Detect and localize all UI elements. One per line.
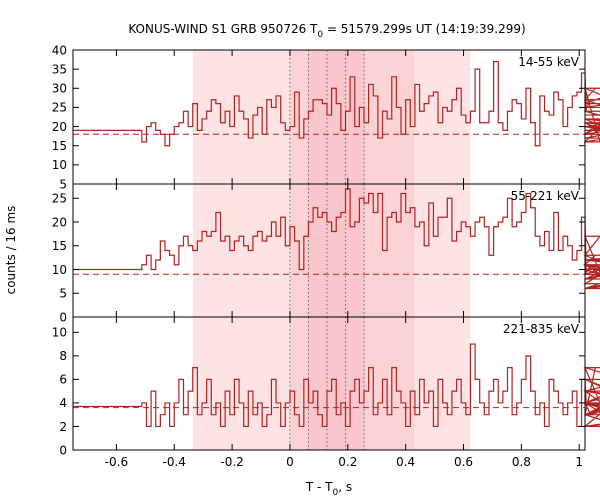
light-curve-series (73, 188, 600, 290)
panel-3: 0 2 4 6 8 10 221-835 keV (52, 316, 600, 457)
energy-band-label: 14-55 keV (518, 55, 580, 69)
energy-band-label: 221-835 keV (503, 322, 580, 336)
y-tick-label: 10 (52, 263, 67, 277)
shaded-region-3 (307, 50, 366, 184)
y-tick-label: 8 (59, 349, 67, 363)
x-tick-label: 0.2 (338, 455, 357, 469)
y-tick-label: 20 (52, 215, 67, 229)
y-tick-label: 25 (52, 192, 67, 206)
y-tick-label: 25 (52, 101, 67, 115)
y-tick-label: 0 (59, 310, 67, 324)
x-ticks-layer: -0.6 -0.4 -0.2 0 0.2 0.4 0.6 0.8 1 (105, 455, 583, 469)
x-tick-label: 1 (575, 455, 583, 469)
shaded-region-3 (307, 184, 366, 317)
y-tick-label: 2 (59, 420, 67, 434)
x-tick-label: 0.4 (396, 455, 415, 469)
y-tick-label: 10 (52, 326, 67, 340)
y-tick-label: 40 (52, 43, 67, 57)
y-tick-label: 4 (59, 396, 67, 410)
panel-1: 5 10 15 20 25 30 35 40 14-55 keV (52, 43, 600, 191)
panel-2: 0 5 10 15 20 25 55-221 keV (52, 183, 600, 324)
light-curve-series (73, 343, 600, 428)
panel-frame (72, 316, 586, 451)
y-tick-label: 20 (52, 120, 67, 134)
chart-title: KONUS-WIND S1 GRB 950726 T0 = 51579.299s… (128, 22, 525, 40)
y-tick-label: 5 (59, 177, 67, 191)
y-tick-label: 15 (52, 139, 67, 153)
x-axis-label: T - T0, s (305, 480, 352, 498)
x-tick-label: 0.8 (512, 455, 531, 469)
y-axis-label: counts / 16 ms (4, 206, 18, 295)
energy-band-label: 55-221 keV (511, 189, 580, 203)
y-tick-label: 35 (52, 62, 67, 76)
x-tick-label: 0 (286, 455, 294, 469)
x-tick-label: -0.4 (163, 455, 186, 469)
y-tick-label: 10 (52, 158, 67, 172)
x-tick-label: -0.2 (220, 455, 243, 469)
y-tick-label: 15 (52, 239, 67, 253)
y-tick-label: 6 (59, 373, 67, 387)
y-tick-label: 0 (59, 443, 67, 457)
y-tick-label: 30 (52, 82, 67, 96)
x-tick-label: 0.6 (454, 455, 473, 469)
y-tick-label: 5 (59, 287, 67, 301)
light-curve-series (73, 60, 600, 147)
x-tick-label: -0.6 (105, 455, 128, 469)
